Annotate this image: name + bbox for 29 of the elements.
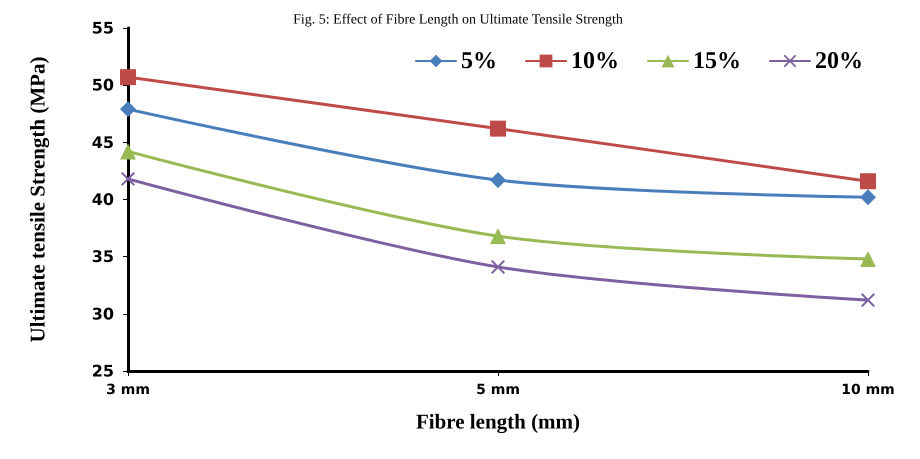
- point: [120, 69, 136, 86]
- x-axis-title: Fibre length (mm): [416, 410, 580, 434]
- legend-label: 20%: [815, 48, 863, 74]
- point: [490, 172, 506, 188]
- point: [491, 260, 505, 274]
- y-tick-label: 50: [92, 76, 114, 95]
- y-tick-label: 30: [92, 304, 114, 324]
- point: [860, 250, 876, 267]
- y-tick-label: 25: [92, 362, 114, 380]
- y-tick-label: 55: [92, 18, 114, 38]
- legend-label: 5%: [461, 48, 497, 74]
- point: [490, 228, 506, 244]
- point: [860, 189, 876, 206]
- point: [121, 172, 135, 186]
- point: [120, 101, 136, 118]
- point: [861, 293, 875, 308]
- y-axis-title: Ultimate tensile Strength (MPa): [26, 56, 50, 342]
- point: [120, 143, 136, 160]
- legend-label: 15%: [693, 48, 741, 74]
- x-tick-label: 5 mm: [476, 382, 520, 398]
- x-tick-label: 10 mm: [841, 382, 895, 398]
- point: [490, 120, 506, 137]
- y-tick-label: 45: [92, 132, 114, 152]
- legend-label: 10%: [571, 48, 619, 74]
- chart-title: Fig. 5: Effect of Fibre Length on Ultimate Tensile Strength: [293, 12, 623, 28]
- x-tick-label: 3 mm: [106, 382, 150, 398]
- y-tick-label: 35: [92, 247, 114, 266]
- y-tick-label: 40: [92, 190, 114, 209]
- point: [860, 173, 876, 190]
